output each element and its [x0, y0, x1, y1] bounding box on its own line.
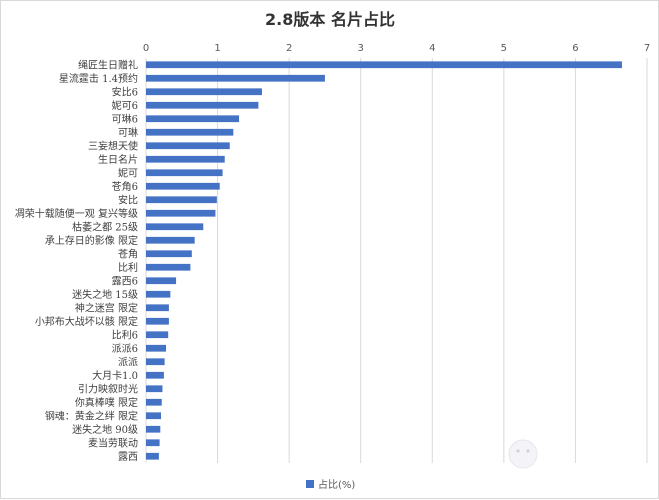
bar — [146, 115, 240, 123]
category-label: 可琳 — [118, 127, 138, 139]
watermark-avatar-icon — [508, 439, 538, 469]
category-label: 引力映叙时光 — [78, 382, 138, 395]
x-tick-label: 2 — [286, 43, 292, 54]
bar — [146, 250, 192, 258]
category-label: 比利 — [118, 262, 138, 274]
bar — [146, 412, 162, 420]
category-label: 苍角 — [118, 247, 138, 260]
bar — [146, 169, 223, 177]
bar — [146, 209, 216, 217]
category-label: 大月卡1.0 — [92, 369, 138, 382]
category-label: 枯萎之都 25级 — [72, 220, 138, 233]
category-label: 三妄想天使 — [88, 139, 138, 152]
category-label: 安比6 — [112, 85, 138, 98]
category-label: 妮可6 — [112, 99, 138, 112]
bar — [146, 196, 217, 204]
category-label: 生日名片 — [98, 153, 138, 166]
chart-title: 2.8版本 名片占比 — [265, 10, 395, 29]
category-label: 迷失之地 15级 — [72, 288, 138, 301]
category-label: 迷失之地 90级 — [72, 423, 138, 436]
x-tick-label: 4 — [429, 43, 435, 54]
category-label: 可琳6 — [112, 113, 138, 125]
category-label: 苍角6 — [112, 180, 138, 193]
bar — [146, 142, 230, 150]
bar — [146, 290, 171, 298]
bar — [146, 452, 159, 460]
x-tick-label: 7 — [644, 43, 650, 54]
category-label: 绳匠生日赠礼 — [78, 58, 138, 71]
bar — [146, 277, 177, 285]
bar — [146, 385, 163, 393]
category-label: 露西 — [118, 451, 138, 463]
x-tick-label: 3 — [358, 43, 364, 54]
bar — [146, 182, 220, 190]
category-label: 你真棒噗 限定 — [75, 396, 138, 409]
legend: 占比(%) — [306, 478, 355, 491]
bar — [146, 223, 204, 231]
bar — [146, 344, 167, 352]
bar — [146, 358, 165, 366]
bar — [146, 439, 160, 447]
bar — [146, 74, 325, 82]
bar — [146, 101, 259, 109]
bar — [146, 371, 164, 379]
category-label: 妮可 — [118, 166, 138, 179]
bar — [146, 128, 234, 136]
bar — [146, 398, 162, 406]
category-label: 承上存日的影像 限定 — [45, 234, 138, 247]
category-label: 钢魂：黄金之绊 限定 — [45, 409, 138, 422]
x-tick-label: 1 — [214, 43, 220, 54]
bar — [146, 425, 161, 433]
bar — [146, 331, 169, 339]
bar — [146, 317, 169, 325]
bar — [146, 263, 191, 271]
category-label: 派派6 — [112, 343, 138, 355]
category-label: 凋荣十载随便一观 复兴等级 — [15, 207, 138, 220]
bars — [146, 61, 622, 460]
watermark-logo — [508, 439, 538, 469]
category-label: 安比 — [118, 193, 138, 206]
x-tick-label: 5 — [501, 43, 507, 54]
legend-label: 占比(%) — [318, 478, 355, 491]
x-tick-label: 6 — [572, 43, 578, 54]
x-tick-label: 0 — [143, 43, 149, 54]
category-label: 比利6 — [112, 329, 138, 341]
category-label: 派派 — [118, 356, 138, 368]
x-axis-ticks: 0 1 2 3 4 5 6 7 — [143, 43, 650, 54]
bar — [146, 304, 169, 312]
category-label: 神之迷宫 限定 — [75, 301, 138, 314]
category-label: 麦当劳联动 — [88, 436, 138, 449]
bar — [146, 88, 262, 96]
category-label: 小邦布大战坏以骸 限定 — [35, 315, 138, 328]
category-label: 星流霆击 1.4预约 — [59, 72, 138, 85]
bar — [146, 155, 225, 163]
legend-swatch — [306, 480, 314, 488]
category-label: 露西6 — [112, 275, 138, 287]
gridlines — [145, 58, 648, 463]
bar — [146, 236, 195, 244]
bar — [146, 61, 622, 69]
